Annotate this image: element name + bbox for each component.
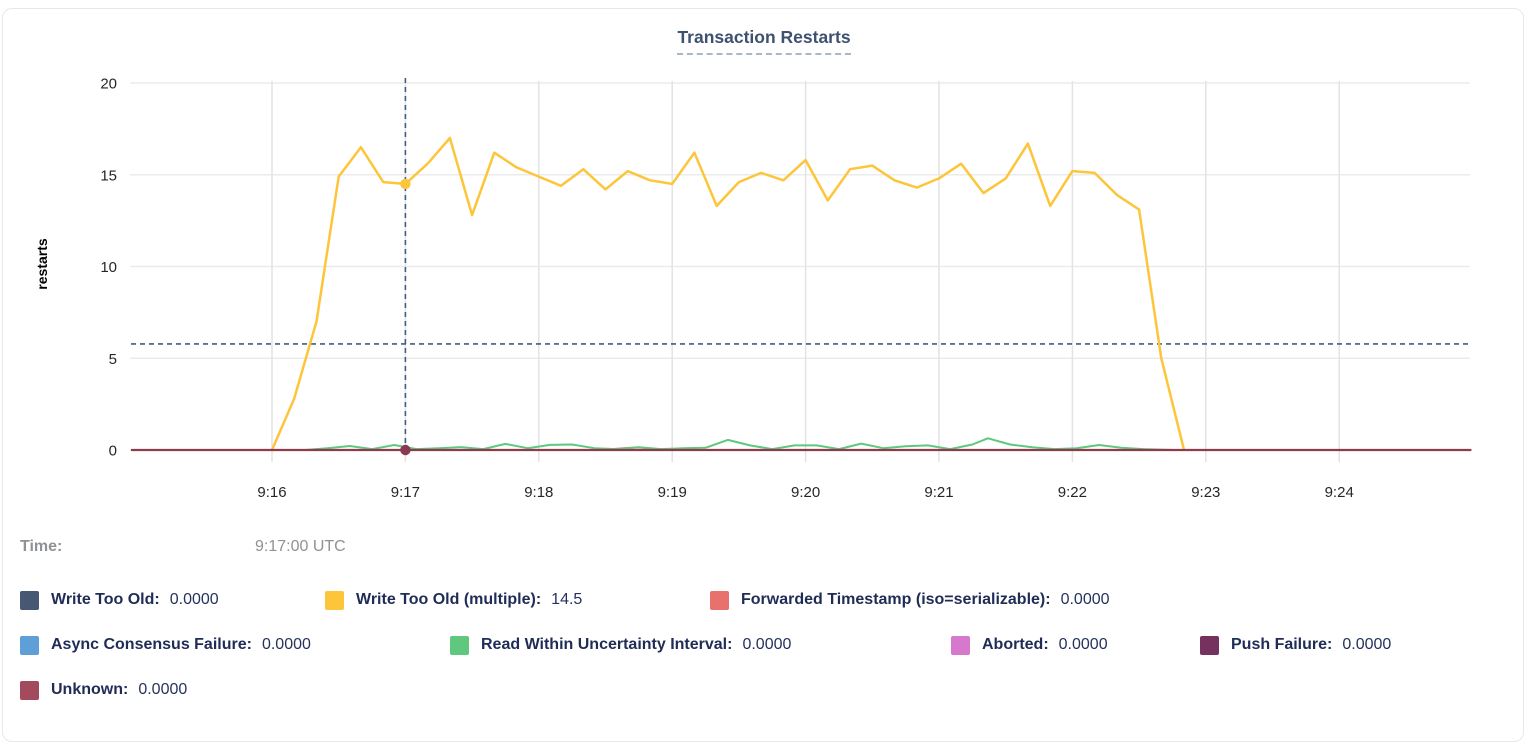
crosshair [131, 78, 1470, 455]
legend-item[interactable]: Read Within Uncertainty Interval: 0.0000 [450, 634, 791, 656]
y-tick-label: 0 [109, 443, 117, 460]
legend-item[interactable]: Write Too Old (multiple): 14.5 [325, 589, 582, 611]
legend-item[interactable]: Forwarded Timestamp (iso=serializable): 0… [710, 589, 1110, 611]
hover-point [400, 444, 411, 456]
tooltip-time-label: Time: [20, 538, 63, 555]
legend-label: Aborted: [982, 636, 1049, 653]
series-line [270, 136, 1185, 452]
legend-value: 14.5 [551, 591, 583, 608]
legend-value: 0.0000 [1060, 591, 1110, 608]
legend-swatch-icon [951, 635, 970, 655]
tooltip-time-row: Time: 9:17:00 UTC [0, 538, 1528, 562]
legend-label: Write Too Old: [51, 591, 160, 608]
legend-value: 0.0000 [742, 636, 792, 653]
legend-value: 0.0000 [261, 636, 311, 653]
legend-value: 0.0000 [1342, 636, 1392, 653]
legend-label: Read Within Uncertainty Interval: [481, 636, 733, 653]
legend-label: Unknown: [51, 681, 129, 698]
legend-swatch-icon [1200, 635, 1219, 655]
legend-item[interactable]: Async Consensus Failure: 0.0000 [20, 634, 311, 656]
tooltip-time-value: 9:17:00 UTC [255, 538, 346, 555]
legend-label: Write Too Old (multiple): [356, 591, 542, 608]
chart-title-wrap: Transaction Restarts [0, 27, 1528, 55]
x-tick-label: 9:20 [791, 484, 820, 501]
y-tick-label: 10 [100, 259, 117, 276]
y-tick-label: 15 [100, 167, 117, 184]
y-tick-label: 20 [100, 76, 117, 93]
x-tick-label: 9:18 [524, 484, 553, 501]
legend-item[interactable]: Aborted: 0.0000 [951, 634, 1108, 656]
legend-swatch-icon [450, 635, 469, 655]
legend-item[interactable]: Push Failure: 0.0000 [1200, 634, 1391, 656]
legend-swatch-icon [325, 590, 344, 610]
legend-swatch-icon [710, 590, 729, 610]
legend-value: 0.0000 [138, 681, 188, 698]
series-lines [130, 136, 1472, 452]
legend-item[interactable]: Write Too Old: 0.0000 [20, 589, 219, 611]
x-tick-label: 9:16 [257, 484, 286, 501]
legend-value: 0.0000 [1058, 636, 1108, 653]
legend-swatch-icon [20, 635, 39, 655]
x-tick-label: 9:23 [1191, 484, 1220, 501]
legend-label: Push Failure: [1231, 636, 1333, 653]
chart-card [2, 8, 1524, 742]
legend-label: Async Consensus Failure: [51, 636, 252, 653]
hover-points [400, 178, 411, 456]
x-tick-label: 9:21 [924, 484, 953, 501]
hover-point [400, 178, 411, 190]
legend-label: Forwarded Timestamp (iso=serializable): [741, 591, 1051, 608]
x-tick-label: 9:24 [1325, 484, 1354, 501]
transaction-restarts-chart[interactable]: 0 5 10 15 20 9:16 9:17 9:18 9:19 9:20 9:21 9:22 9:2… [0, 0, 1528, 515]
y-tick-label: 5 [109, 351, 117, 368]
legend-swatch-icon [20, 680, 39, 700]
legend-item[interactable]: Unknown: 0.0000 [20, 679, 187, 701]
series-line [304, 437, 1174, 451]
x-axis-ticks: 9:16 9:17 9:18 9:19 9:20 9:21 9:22 9:23 9:24 [257, 484, 1353, 501]
x-gridlines [271, 81, 1340, 462]
y-axis-label: restarts [34, 238, 50, 290]
legend-swatch-icon [20, 590, 39, 610]
x-tick-label: 9:22 [1058, 484, 1087, 501]
x-tick-label: 9:19 [658, 484, 687, 501]
x-tick-label: 9:17 [391, 484, 420, 501]
legend-value: 0.0000 [169, 591, 219, 608]
y-axis-ticks: 0 5 10 15 20 [100, 76, 117, 460]
y-gridlines [130, 82, 1470, 451]
chart-title[interactable]: Transaction Restarts [677, 27, 851, 55]
